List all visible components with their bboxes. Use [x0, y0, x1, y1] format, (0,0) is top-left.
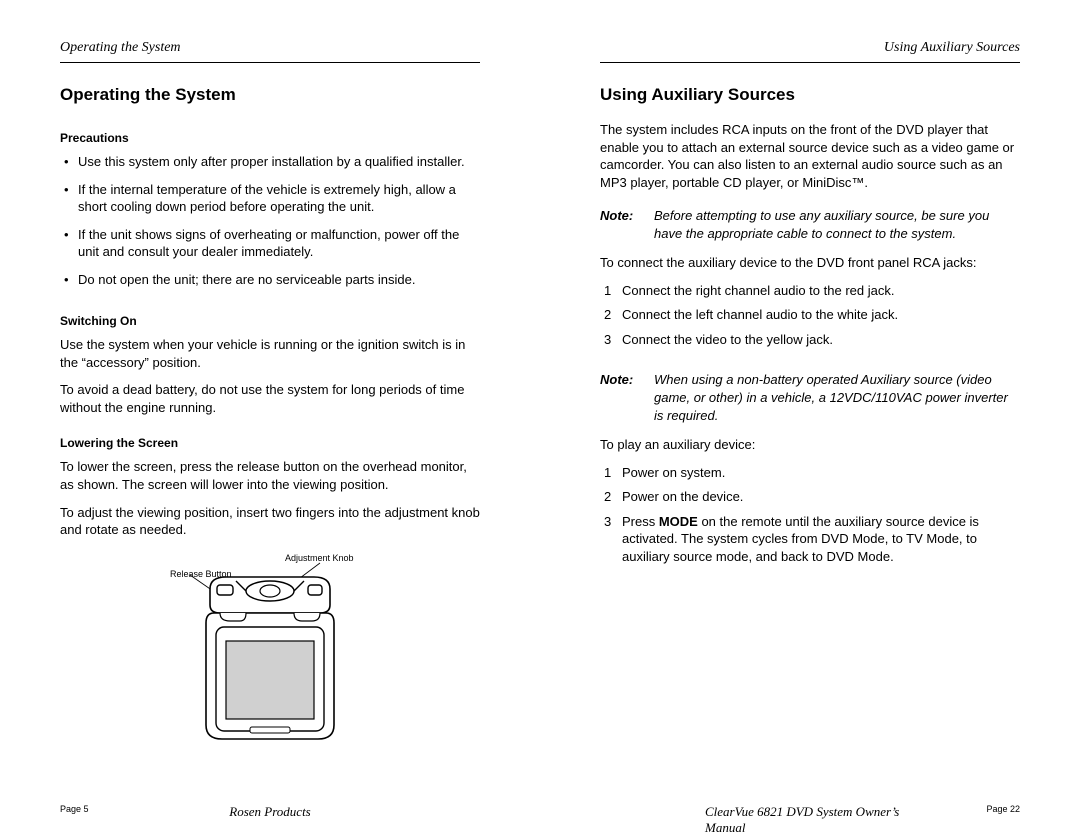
note-label: Note:	[600, 371, 654, 424]
monitor-diagram: Release Button Adjustment Knob	[60, 555, 480, 745]
footer-page-right: Page 22	[986, 804, 1020, 814]
aux-intro: The system includes RCA inputs on the fr…	[600, 121, 1020, 191]
note-2: Note: When using a non-battery operated …	[600, 371, 1020, 424]
connect-list: Connect the right channel audio to the r…	[600, 282, 1020, 356]
precaution-item: Do not open the unit; there are no servi…	[78, 271, 480, 289]
subhead-precautions: Precautions	[60, 131, 480, 145]
play-item: Power on system.	[622, 464, 1020, 482]
note-text: When using a non-battery operated Auxili…	[654, 371, 1020, 424]
note-1: Note: Before attempting to use any auxil…	[600, 207, 1020, 242]
running-head-right: Using Auxiliary Sources	[600, 40, 1020, 63]
note-label: Note:	[600, 207, 654, 242]
play-item: Press MODE on the remote until the auxil…	[622, 513, 1020, 566]
connect-item: Connect the video to the yellow jack.	[622, 331, 1020, 349]
monitor-svg	[180, 555, 360, 745]
lowering-p2: To adjust the viewing position, insert t…	[60, 504, 480, 539]
connect-item: Connect the right channel audio to the r…	[622, 282, 1020, 300]
subhead-lowering: Lowering the Screen	[60, 436, 480, 450]
lowering-p1: To lower the screen, press the release b…	[60, 458, 480, 493]
footer-center-right: ClearVue 6821 DVD System Owner’s Manual	[705, 804, 915, 836]
diagram-label-release: Release Button	[170, 569, 232, 579]
mode-bold: MODE	[659, 514, 698, 529]
connect-intro: To connect the auxiliary device to the D…	[600, 254, 1020, 272]
switching-on-p1: Use the system when your vehicle is runn…	[60, 336, 480, 371]
play-intro: To play an auxiliary device:	[600, 436, 1020, 454]
play-item-text-a: Press	[622, 514, 659, 529]
footer-right: ClearVue 6821 DVD System Owner’s Manual …	[600, 804, 1020, 814]
right-page: Using Auxiliary Sources Using Auxiliary …	[540, 40, 1080, 814]
precaution-item: If the internal temperature of the vehic…	[78, 181, 480, 216]
left-page: Operating the System Operating the Syste…	[0, 40, 540, 814]
footer-left: Page 5 Rosen Products	[60, 804, 480, 814]
footer-page-left: Page 5	[60, 804, 89, 814]
precaution-item: Use this system only after proper instal…	[78, 153, 480, 171]
diagram-label-adjust: Adjustment Knob	[285, 553, 354, 563]
precaution-item: If the unit shows signs of overheating o…	[78, 226, 480, 261]
running-head-left: Operating the System	[60, 40, 480, 63]
subhead-switching-on: Switching On	[60, 314, 480, 328]
play-item: Power on the device.	[622, 488, 1020, 506]
play-list: Power on system. Power on the device. Pr…	[600, 464, 1020, 573]
title-left: Operating the System	[60, 85, 480, 105]
footer-center-left: Rosen Products	[229, 804, 310, 820]
title-right: Using Auxiliary Sources	[600, 85, 1020, 105]
connect-item: Connect the left channel audio to the wh…	[622, 306, 1020, 324]
switching-on-p2: To avoid a dead battery, do not use the …	[60, 381, 480, 416]
precautions-list: Use this system only after proper instal…	[60, 153, 480, 298]
note-text: Before attempting to use any auxiliary s…	[654, 207, 1020, 242]
